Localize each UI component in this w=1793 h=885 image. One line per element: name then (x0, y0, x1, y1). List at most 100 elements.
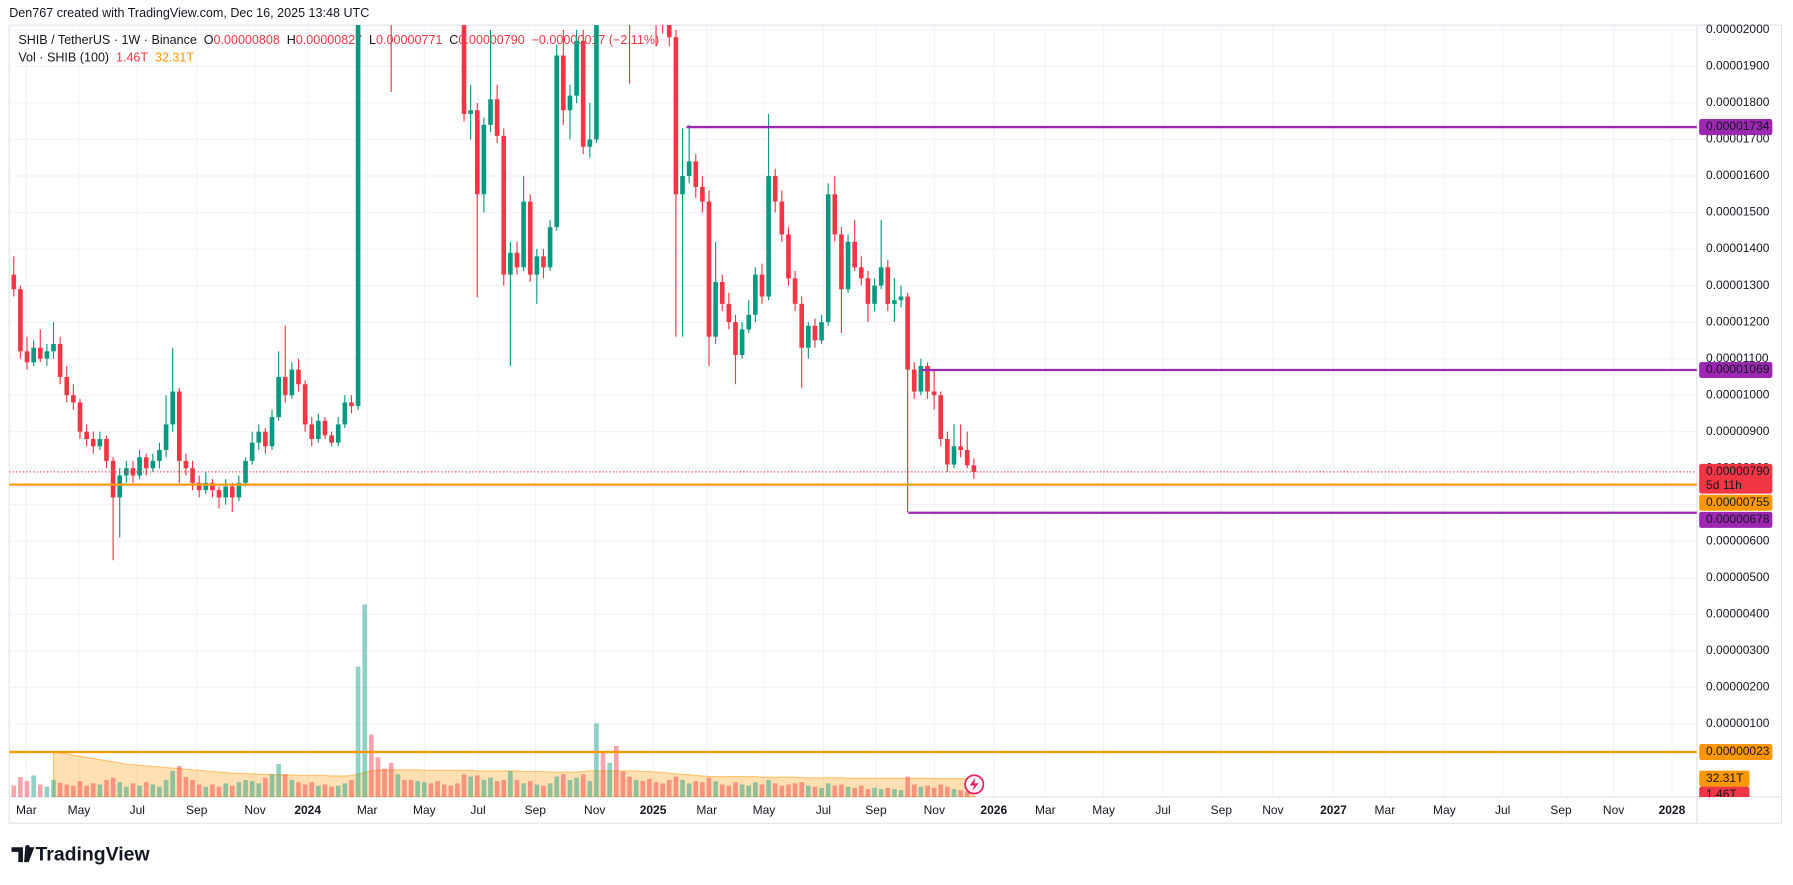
y-tick-label: 0.00000200 (1706, 680, 1770, 694)
candle-body (77, 402, 83, 432)
candle-body (673, 37, 679, 195)
x-tick-label: Sep (1550, 803, 1572, 817)
candle-body (700, 186, 705, 202)
legend: Den767 created with TradingView.com, Dec… (9, 6, 659, 65)
volume-bar (150, 784, 156, 797)
volume-bar (858, 785, 864, 797)
candle-body (547, 227, 553, 268)
x-tick-label: Nov (244, 803, 265, 817)
candle-body (150, 460, 156, 469)
candle-body (64, 376, 70, 396)
volume-bar (779, 785, 785, 797)
price-tag-label: 0.00001069 (1706, 362, 1770, 376)
y-tick-label: 0.00001900 (1706, 59, 1770, 73)
y-tick-label: 0.00000500 (1706, 570, 1770, 584)
candle-body (183, 460, 189, 469)
volume-bar (547, 783, 553, 797)
candle-body (792, 278, 798, 304)
volume-bar (580, 774, 586, 797)
candle-body (143, 457, 149, 469)
price-tag (1699, 494, 1773, 511)
candle-body (24, 351, 30, 363)
x-tick-label: Sep (1211, 803, 1233, 817)
volume-bar (474, 775, 480, 797)
volume-bar (31, 775, 36, 797)
candle-body (911, 369, 917, 392)
volume-bar (653, 782, 659, 797)
x-tick-label: Sep (525, 803, 547, 817)
brand[interactable]: TradingView (11, 843, 151, 865)
candle-body (44, 351, 50, 359)
y-tick-label: 0.00001300 (1706, 278, 1770, 292)
brand-name: TradingView (36, 843, 151, 865)
volume-bar (302, 784, 308, 797)
volume-bar (693, 781, 699, 797)
volume-bar (878, 789, 884, 797)
volume-bar (799, 782, 805, 797)
candle-body (779, 201, 785, 235)
volume-bar (931, 787, 937, 797)
volume-ma-value: 32.31T (155, 51, 194, 65)
x-tick-label: Mar (1375, 803, 1396, 817)
candle-body (567, 95, 573, 111)
candle-body (759, 274, 765, 297)
candle-body (37, 347, 43, 359)
volume-bar (236, 782, 242, 797)
candle-body (719, 281, 725, 304)
symbol: SHIB / TetherUS · 1W · Binance (18, 33, 197, 47)
volume-bar (157, 786, 162, 797)
y-tick-label: 0.00000600 (1706, 533, 1770, 547)
volume-bar (461, 774, 467, 797)
volume-bar (263, 777, 268, 797)
price-tag-label: 0.00000790 (1706, 464, 1770, 478)
volume-bar (448, 785, 454, 797)
candle-body (289, 369, 295, 396)
volume-bar (488, 777, 493, 797)
candle-body (753, 274, 758, 315)
candle-body (90, 438, 96, 447)
y-tick-label: 0.00001000 (1706, 387, 1770, 401)
candle-body (203, 482, 209, 491)
volume-bar (812, 786, 818, 797)
volume-title: Vol · SHIB (100) (18, 51, 109, 65)
volume-bar (918, 786, 924, 797)
volume-bar (700, 782, 705, 797)
candle-body (309, 424, 315, 439)
volume-bar (925, 785, 930, 797)
volume-bar (11, 785, 17, 797)
volume-bar (521, 783, 526, 797)
volume-bar (196, 784, 202, 797)
volume-bar (719, 784, 725, 797)
candle-body (514, 252, 520, 268)
volume-bar (892, 789, 897, 797)
volume-bar (964, 791, 970, 797)
volume-bar (402, 779, 407, 797)
volume-bar (680, 779, 685, 797)
volume-legend: Vol · SHIB (100) 1.46T 32.31T (18, 51, 194, 65)
volume-bar (37, 784, 43, 797)
volume-bar (349, 779, 354, 797)
candle-body (494, 99, 500, 136)
candle-body (355, 25, 361, 407)
candle-body (852, 241, 857, 268)
y-tick-label: 0.00000900 (1706, 424, 1770, 438)
x-tick-label: May (1092, 803, 1115, 817)
volume-bar (660, 783, 665, 797)
volume-bar (90, 783, 96, 797)
volume-bar (541, 785, 546, 797)
credit: Den767 created with TradingView.com, Dec… (9, 6, 369, 20)
candle-body (216, 490, 222, 498)
candle-body (812, 325, 818, 341)
price-tag (1699, 361, 1773, 378)
candle-body (739, 329, 745, 355)
candle-body (335, 424, 341, 443)
ohlc-key: H (287, 33, 296, 47)
volume-bar (229, 785, 235, 797)
candle-body (574, 40, 579, 96)
volume-bar (640, 781, 646, 797)
volume-bar (733, 782, 738, 797)
price-tag (1699, 463, 1773, 494)
candle-body (316, 420, 321, 439)
alert-icon[interactable] (964, 774, 985, 795)
candle-body (918, 365, 924, 392)
